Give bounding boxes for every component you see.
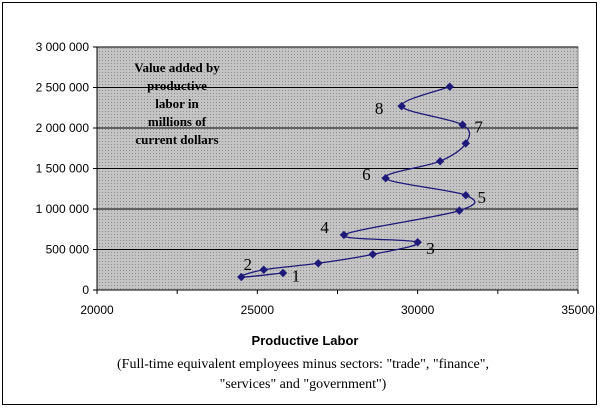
data-point: [455, 206, 464, 215]
x-tick-label: 20000: [80, 303, 114, 317]
y-tick-label: 2 000 000: [36, 121, 90, 135]
point-label: 4: [320, 218, 329, 237]
data-point: [461, 139, 470, 148]
point-label: 6: [362, 165, 371, 184]
y-tick-label: 500 000: [46, 243, 90, 257]
data-point: [458, 120, 467, 129]
inset-text-line: labor in: [155, 96, 199, 111]
x-axis-note: (Full-time equivalent employees minus se…: [117, 357, 489, 392]
data-point: [237, 272, 246, 282]
y-tick-label: 2 500 000: [36, 81, 90, 95]
data-point: [259, 265, 268, 274]
data-point: [445, 82, 454, 91]
point-label: 3: [426, 239, 435, 258]
point-label: 5: [478, 188, 487, 207]
inset-text-line: Value added by: [134, 60, 220, 75]
y-tick-label: 1 500 000: [36, 162, 90, 176]
x-tick-label: 30000: [401, 303, 435, 317]
inset-text-line: productive: [147, 78, 207, 93]
x-axis-title: Productive Labor: [252, 333, 359, 348]
x-tick-label: 35000: [561, 303, 595, 317]
data-point: [278, 268, 288, 278]
y-tick-label: 1 000 000: [36, 202, 90, 216]
data-point: [461, 191, 470, 200]
point-label: 2: [243, 255, 252, 274]
data-point: [314, 259, 323, 268]
x-axis-note-line: "services" and "government"): [220, 377, 387, 392]
y-tick-label: 0: [82, 283, 89, 297]
point-label: 8: [375, 99, 384, 118]
data-point: [413, 238, 422, 247]
data-point: [368, 250, 377, 259]
y-tick-label: 3 000 000: [36, 40, 90, 54]
tick-labels: 0 500 000 1 000 000 1 500 000 2 000 000 2 500…: [36, 40, 595, 317]
data-series: [237, 82, 476, 282]
x-tick-label: 25000: [241, 303, 275, 317]
data-point: [435, 157, 445, 166]
data-point: [397, 101, 406, 111]
inset-text: Value added by productive labor in millions…: [134, 60, 220, 147]
inset-text-line: millions of: [148, 114, 207, 129]
axes: [93, 46, 579, 294]
data-point: [381, 174, 390, 183]
point-label: 1: [292, 266, 301, 285]
point-label: 7: [474, 117, 483, 136]
data-point: [339, 230, 349, 240]
point-labels: 1 2 3 4 5 6 7 8: [243, 99, 486, 286]
inset-text-line: current dollars: [135, 132, 218, 147]
x-axis-note-line: (Full-time equivalent employees minus se…: [117, 357, 489, 372]
gridlines: [97, 46, 578, 250]
